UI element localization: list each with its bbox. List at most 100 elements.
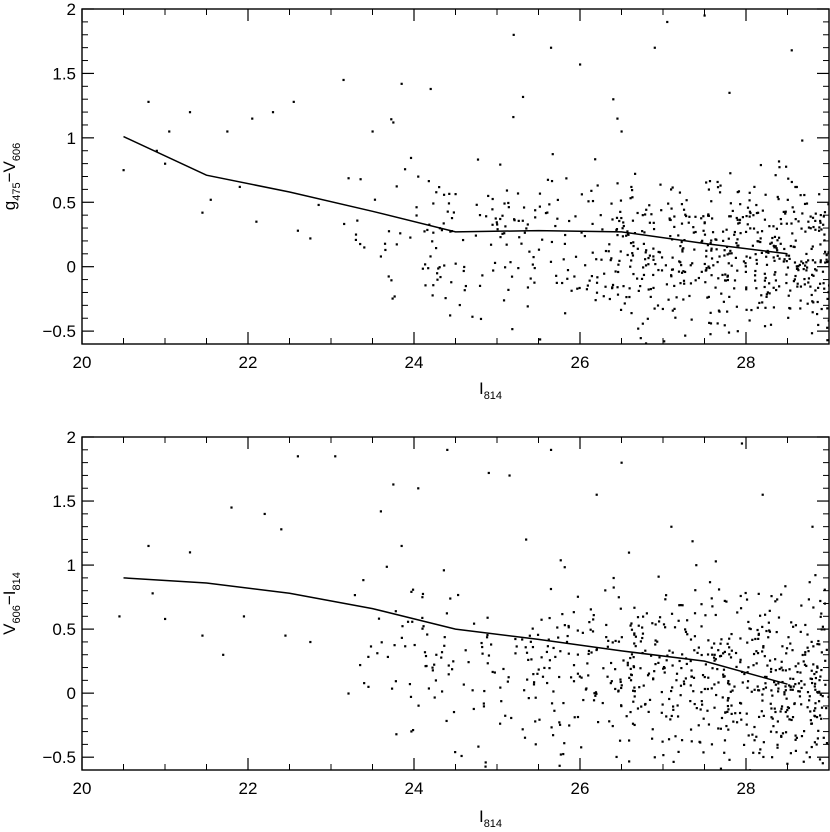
data-point [776,746,779,749]
data-point [642,266,645,269]
data-point [503,232,506,235]
data-point [827,291,829,294]
data-point [639,640,642,643]
data-point [737,190,741,193]
data-point [721,273,724,277]
data-point [572,664,576,667]
data-point [769,730,773,733]
data-point [780,705,784,708]
data-point [584,264,587,267]
data-point [563,742,566,745]
data-point [744,262,747,265]
data-point [526,223,529,226]
data-point [610,202,613,205]
data-point [781,732,785,735]
data-point [643,231,646,234]
data-point [776,720,779,723]
data-point [765,263,769,266]
data-point [760,294,763,297]
data-point [769,702,772,705]
data-point [704,614,707,617]
data-point [705,181,708,184]
data-point [776,239,779,242]
data-point [596,276,599,279]
data-point [377,617,381,620]
data-point [482,705,486,708]
data-point [706,709,709,712]
data-point [550,240,554,244]
data-point [534,743,537,746]
data-point [620,461,623,464]
data-point [766,291,769,294]
data-point [687,221,690,224]
data-point [773,246,776,249]
data-point [701,239,704,242]
data-point [817,286,820,289]
data-point [463,265,466,269]
data-point [734,256,737,259]
data-point [541,675,545,678]
data-point [669,235,672,238]
data-point [755,258,758,262]
data-point [122,169,125,172]
data-point [440,656,443,659]
data-point [817,700,821,703]
data-point [510,716,513,720]
data-point [657,661,660,665]
data-point [792,625,795,628]
data-point [531,263,534,266]
data-point [390,687,394,690]
data-point [581,349,583,351]
data-point [309,640,312,644]
data-point [766,664,769,667]
data-point [742,260,746,263]
data-point [362,579,365,582]
data-point [438,266,441,269]
data-point [607,639,610,642]
data-point [589,628,592,631]
data-point [620,216,623,220]
data-point [811,245,814,248]
data-point [673,215,676,218]
data-point [632,272,635,276]
data-point [703,687,706,691]
data-point [705,267,708,270]
data-point [727,708,730,711]
data-point [814,289,817,292]
data-point [807,220,810,223]
data-point [622,224,625,228]
data-point [825,648,828,651]
data-point [576,595,580,598]
data-point [736,611,739,614]
data-point [413,643,416,647]
data-point [642,684,645,687]
data-point [812,645,815,648]
data-point [816,300,819,304]
data-point [421,267,424,270]
data-point [562,752,565,756]
data-point [788,718,791,721]
data-point [440,651,444,654]
data-point [670,714,673,718]
data-point [594,158,597,161]
data-point [633,633,636,636]
x-tick-label: 24 [405,353,424,372]
data-point [611,641,614,644]
data-point [695,707,698,710]
data-point [790,621,793,624]
data-point [685,214,688,218]
data-point [615,216,619,219]
data-point [710,597,713,600]
data-point [431,294,434,297]
data-point [668,217,671,220]
data-point [693,248,696,251]
data-point [727,728,730,731]
data-point [334,455,337,458]
data-point [541,238,544,241]
data-point [756,628,759,632]
data-point [772,306,776,309]
data-point [729,215,732,218]
data-point [570,289,573,292]
data-point [810,722,814,725]
data-point [595,493,598,496]
